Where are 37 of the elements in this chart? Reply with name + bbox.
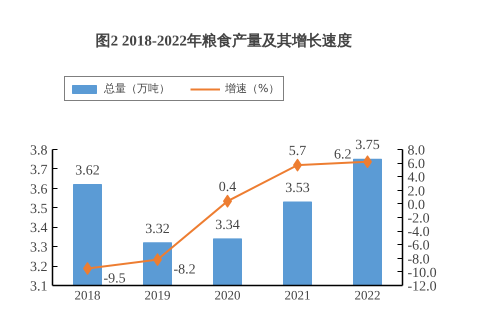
y-tick-label: 3.1 — [30, 280, 48, 294]
data-label: 3.62 — [75, 163, 100, 178]
legend-label: 增速（%） — [225, 81, 280, 96]
y2-tick-label: -10.0 — [408, 266, 437, 281]
y2-tick-label: -4.0 — [408, 225, 430, 240]
y-tick-label: 3.6 — [30, 182, 48, 198]
y2-tick-label: 0.0 — [408, 198, 425, 213]
data-label: 0.4 — [218, 180, 236, 196]
data-label: 6.2 — [334, 148, 352, 163]
data-label: 3.34 — [215, 218, 240, 233]
x-tick-label: 2022 — [354, 288, 380, 302]
legend-label: 总量（万吨） — [104, 81, 170, 96]
x-tick-label: 2019 — [144, 288, 170, 302]
x-tick-label: 2021 — [284, 288, 310, 302]
data-label: 3.75 — [355, 138, 380, 154]
data-label: -9.5 — [104, 272, 126, 286]
x-tick-label: 2020 — [214, 288, 240, 302]
data-label: -8.2 — [174, 262, 196, 278]
y2-tick-label: 4.0 — [408, 170, 425, 186]
y-tick-label: 3.5 — [30, 202, 48, 217]
y-tick-label: 3.2 — [30, 260, 48, 276]
y2-tick-label: 6.0 — [408, 157, 425, 172]
x-tick-label: 2018 — [74, 288, 100, 302]
y2-tick-label: -6.0 — [408, 238, 430, 254]
y-tick-label: 3.3 — [30, 240, 48, 256]
y-tick-label: 3.8 — [30, 144, 48, 158]
y2-tick-label: -8.0 — [408, 252, 430, 268]
data-label: 5.7 — [288, 144, 306, 160]
data-label: 3.53 — [285, 180, 310, 196]
y-tick-label: 3.7 — [30, 162, 48, 178]
y2-tick-label: -12.0 — [408, 280, 437, 294]
data-label: 3.32 — [145, 222, 170, 237]
y2-tick-label: 2.0 — [408, 184, 425, 200]
y2-tick-label: -2.0 — [408, 212, 430, 226]
y-tick-label: 3.4 — [30, 221, 48, 236]
y2-tick-label: 8.0 — [408, 144, 425, 158]
chart-title: 图2 2018-2022年粮食产量及其增长速度 — [96, 32, 352, 50]
